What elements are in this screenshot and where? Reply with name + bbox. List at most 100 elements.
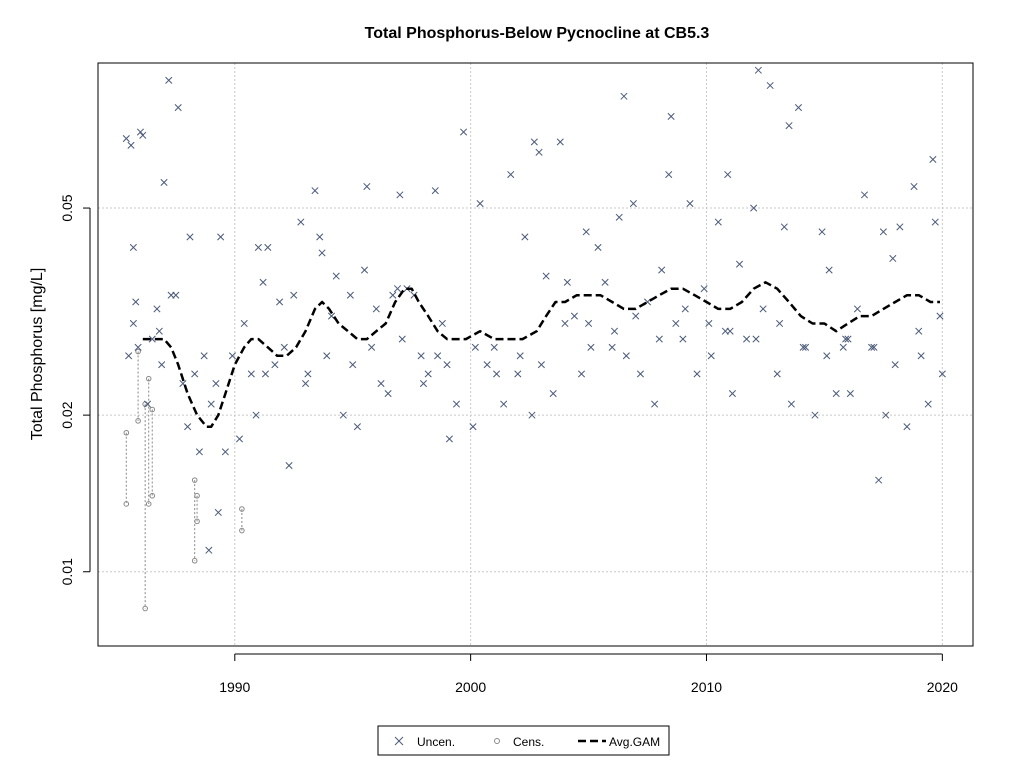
uncensored-point	[728, 390, 736, 398]
uncensored-point	[377, 379, 385, 388]
uncensored-point	[443, 361, 451, 369]
censored-point	[145, 375, 152, 382]
uncensored-point	[681, 305, 689, 313]
uncensored-point	[915, 327, 923, 335]
censored-point	[142, 605, 148, 612]
uncensored-point	[601, 278, 609, 286]
uncensored-point	[384, 390, 392, 398]
uncensored-point	[891, 361, 899, 369]
uncensored-point	[514, 370, 522, 378]
uncensored-point	[254, 243, 262, 252]
legend-label-censored: Cens.	[513, 735, 544, 749]
uncensored-point	[217, 233, 225, 241]
uncensored-point	[556, 138, 564, 146]
uncensored-point	[705, 319, 713, 328]
uncensored-point	[707, 352, 715, 360]
uncensored-point	[655, 335, 663, 343]
y-tick-label: 0.02	[59, 401, 75, 428]
uncensored-point	[304, 370, 312, 378]
uncensored-point	[875, 476, 883, 484]
uncensored-point	[445, 435, 453, 443]
uncensored-point	[235, 435, 244, 443]
censored-point	[123, 501, 130, 507]
uncensored-point	[842, 335, 850, 343]
uncensored-point	[353, 423, 361, 431]
uncensored-point	[931, 218, 939, 226]
uncensored-point	[549, 390, 557, 398]
uncensored-point	[129, 243, 137, 252]
uncensored-point	[844, 335, 852, 343]
x-tick-label: 2000	[455, 679, 486, 695]
uncensored-point	[587, 343, 595, 351]
uncensored-point	[434, 352, 442, 360]
uncensored-point	[700, 285, 708, 293]
uncensored-point	[582, 228, 590, 236]
uncensored-point	[929, 155, 937, 163]
uncensored-point	[846, 390, 854, 398]
uncensored-point	[882, 411, 890, 419]
uncensored-point	[153, 305, 161, 313]
plot-frame	[97, 62, 974, 647]
uncensored-point	[530, 138, 538, 146]
uncensored-point	[167, 291, 175, 299]
uncensored-point	[129, 319, 137, 328]
censored-point	[191, 557, 198, 564]
uncensored-point	[332, 272, 340, 280]
uncensored-point	[398, 335, 406, 343]
uncensored-point	[327, 312, 336, 320]
uncensored-point	[799, 343, 807, 351]
uncensored-point	[938, 370, 946, 378]
uncensored-point	[155, 327, 163, 335]
uncensored-point	[665, 170, 673, 179]
uncensored-point	[743, 335, 751, 343]
censored-point	[135, 418, 141, 424]
uncensored-point	[186, 233, 194, 241]
uncensored-point	[360, 266, 369, 274]
censored-point	[239, 527, 245, 534]
uncensored-point	[127, 141, 135, 149]
uncensored-point	[165, 76, 173, 84]
censored-point	[149, 406, 156, 413]
uncensored-point	[924, 400, 932, 408]
uncensored-point	[516, 352, 524, 360]
uncensored-point	[615, 213, 623, 221]
uncensored-point	[679, 335, 687, 343]
uncensored-point	[469, 423, 477, 431]
uncensored-point	[228, 352, 236, 360]
y-axis-label: Total Phosphorus [mg/L]	[29, 268, 46, 441]
uncensored-point	[134, 343, 142, 351]
uncensored-point	[507, 170, 515, 179]
uncensored-point	[221, 448, 229, 456]
uncensored-point	[839, 343, 847, 351]
axis-layer: 1990 2000 2010 2020 0.01 0.02 0.05	[59, 194, 958, 695]
uncensored-point	[754, 66, 762, 74]
uncensored-point	[290, 291, 298, 299]
uncensored-point	[853, 305, 861, 313]
uncensored-point	[750, 204, 758, 212]
uncensored-point	[724, 170, 732, 179]
uncensored-point	[561, 319, 569, 328]
uncensored-point	[259, 278, 267, 286]
uncensored-point	[148, 335, 156, 343]
uncensored-point	[818, 228, 826, 236]
uncensored-point	[396, 191, 404, 199]
uncensored-point	[594, 243, 602, 252]
uncensored-point	[811, 411, 819, 419]
uncensored-point	[297, 218, 305, 226]
censored-point	[123, 429, 130, 436]
uncensored-point	[214, 508, 222, 517]
uncensored-point	[280, 343, 288, 351]
uncensored-point	[667, 112, 675, 120]
uncensored-point	[424, 370, 432, 378]
uncensored-point	[136, 128, 145, 136]
uncensored-point	[389, 291, 397, 299]
uncensored-point	[693, 370, 701, 378]
uncensored-point	[452, 400, 461, 408]
uncensored-point	[212, 379, 220, 388]
uncensored-point	[483, 361, 491, 369]
legend: Uncen. Cens. Avg.GAM	[377, 725, 670, 756]
censored-point	[239, 506, 245, 512]
uncensored-point	[460, 128, 468, 136]
uncensored-point	[787, 400, 795, 408]
